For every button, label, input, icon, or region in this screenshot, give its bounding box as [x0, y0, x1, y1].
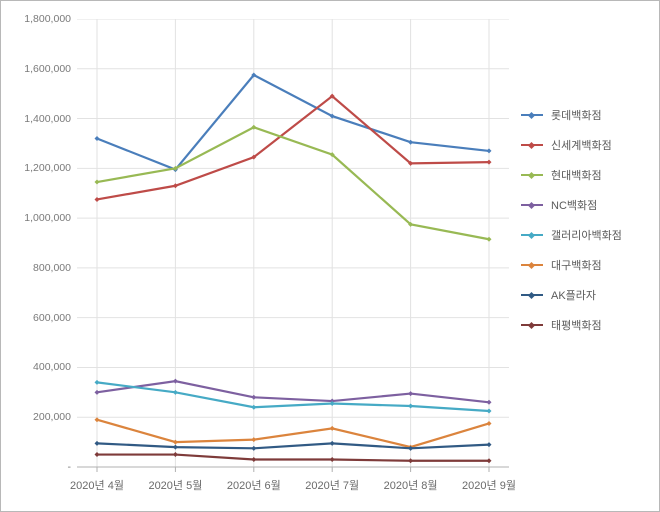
y-tick-label: 1,600,000: [24, 63, 71, 75]
y-tick-label: 1,800,000: [24, 13, 71, 25]
legend-item: 신세계백화점: [521, 137, 645, 153]
legend-swatch: [521, 114, 543, 116]
legend-label: 롯데백화점: [551, 107, 602, 123]
legend-label: 현대백화점: [551, 167, 602, 183]
legend-item: AK플라자: [521, 287, 645, 303]
legend-label: 갤러리아백화점: [551, 227, 622, 243]
legend-item: 태평백화점: [521, 317, 645, 333]
legend-swatch: [521, 294, 543, 296]
legend-swatch: [521, 144, 543, 146]
y-tick-label: 600,000: [33, 312, 71, 324]
y-axis: - 200,000 400,000 600,000 800,000 1,000,000 1,…: [15, 19, 77, 499]
x-tick-label: 2020년 6월: [227, 477, 281, 493]
y-tick-label: 1,200,000: [24, 162, 71, 174]
y-tick-label: 800,000: [33, 262, 71, 274]
legend-swatch: [521, 234, 543, 236]
x-tick-label: 2020년 9월: [462, 477, 516, 493]
x-tick-label: 2020년 8월: [384, 477, 438, 493]
legend-swatch: [521, 264, 543, 266]
y-tick-label: 1,400,000: [24, 113, 71, 125]
legend-label: 대구백화점: [551, 257, 602, 273]
legend-swatch: [521, 204, 543, 206]
legend-label: NC백화점: [551, 197, 597, 213]
legend-label: 태평백화점: [551, 317, 602, 333]
legend-item: 현대백화점: [521, 167, 645, 183]
plot-column: - 200,000 400,000 600,000 800,000 1,000,000 1,…: [15, 19, 509, 499]
legend-item: 갤러리아백화점: [521, 227, 645, 243]
chart-frame: - 200,000 400,000 600,000 800,000 1,000,000 1,…: [0, 0, 660, 512]
x-tick-label: 2020년 7월: [305, 477, 359, 493]
y-tick-label: -: [68, 461, 72, 473]
legend-label: 신세계백화점: [551, 137, 612, 153]
legend-label: AK플라자: [551, 287, 596, 303]
chart-layout: - 200,000 400,000 600,000 800,000 1,000,000 1,…: [15, 19, 645, 499]
y-tick-label: 200,000: [33, 411, 71, 423]
x-tick-label: 2020년 5월: [148, 477, 202, 493]
legend-item: NC백화점: [521, 197, 645, 213]
legend-item: 대구백화점: [521, 257, 645, 273]
x-tick-label: 2020년 4월: [70, 477, 124, 493]
legend-swatch: [521, 174, 543, 176]
y-tick-label: 400,000: [33, 361, 71, 373]
legend-swatch: [521, 324, 543, 326]
x-axis: 2020년 4월2020년 5월2020년 6월2020년 7월2020년 8월…: [77, 467, 509, 499]
legend: 롯데백화점신세계백화점현대백화점 NC백화점갤러리아백화점대구백화점 AK플라자태평…: [509, 19, 645, 499]
legend-item: 롯데백화점: [521, 107, 645, 123]
y-tick-label: 1,000,000: [24, 212, 71, 224]
plot-svg: [77, 19, 509, 499]
plot-area: 2020년 4월2020년 5월2020년 6월2020년 7월2020년 8월…: [77, 19, 509, 499]
